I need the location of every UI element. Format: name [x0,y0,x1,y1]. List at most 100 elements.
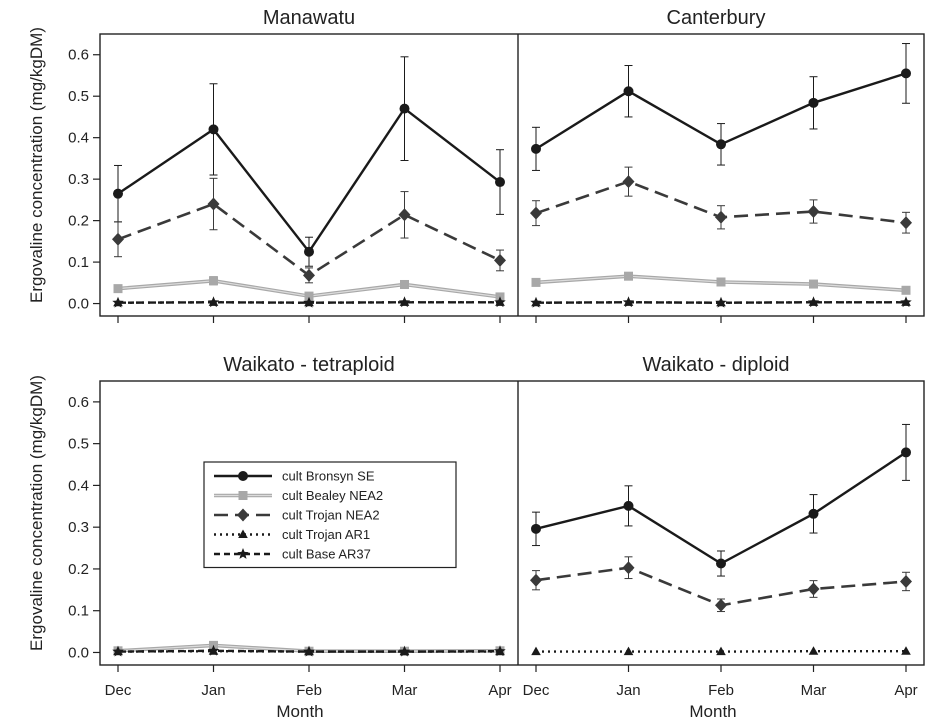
data-point [715,210,727,224]
data-point [531,646,541,656]
data-point [716,558,726,569]
y-tick-label: 0.1 [68,254,89,271]
data-point [209,276,218,286]
panel-title-canterbury: Canterbury [667,7,766,29]
legend-label: cult Bealey NEA2 [282,488,383,503]
series-waikato-tetraploid-cult-base-ar37 [112,644,506,657]
series-manawatu-cult-trojan-nea2 [112,177,506,284]
data-point [494,296,506,308]
x-tick-label: Jan [201,682,225,699]
data-point [530,206,542,220]
data-point [207,197,220,211]
data-point [624,271,633,281]
data-point [716,646,726,656]
data-point [304,291,314,301]
legend-entry-cult-trojan-nea2: cult Trojan NEA2 [214,508,380,523]
legend: cult Bronsyn SE cult Bealey NEA2 cult Troj… [203,461,457,569]
data-point [113,284,123,294]
data-point [901,68,911,79]
series-canterbury-cult-bealey-nea2 [531,271,911,295]
data-point [531,277,541,287]
y-tick-label: 0.1 [68,603,89,620]
data-point [112,645,124,657]
data-point [531,523,541,534]
data-point [808,97,819,108]
data-point [900,574,912,588]
y-tick-label: 0.4 [68,130,89,147]
y-tick-label: 0.0 [68,296,89,313]
series-waikato-diploid-cult-bronsyn-se [531,423,911,577]
data-point [494,645,506,657]
panel-title-waikato-diploid: Waikato - diploid [642,354,789,376]
data-point [623,646,634,656]
plot-frame-row-1 [99,33,925,317]
data-point [623,86,634,97]
x-axis-label-right: Month [689,702,736,721]
x-tick-label: Apr [488,682,511,699]
data-point [715,598,727,612]
series-line [535,451,907,565]
series-canterbury-cult-bronsyn-se [531,43,911,171]
data-point [807,296,820,308]
y-tick-label: 0.2 [68,213,89,230]
legend-entry-cult-trojan-ar1: cult Trojan AR1 [214,527,370,542]
data-point [112,296,124,308]
legend-label: cult Trojan NEA2 [282,508,380,523]
series-canterbury-cult-trojan-nea2 [530,166,912,234]
y-tick-label: 0.6 [68,394,89,411]
data-point [531,143,541,154]
data-point [900,216,912,230]
data-point [398,645,411,657]
y-tick-label: 0.3 [68,171,89,188]
legend-entry-cult-bronsyn-se: cult Bronsyn SE [214,469,375,484]
legend-label: cult Trojan AR1 [282,527,370,542]
data-point [398,296,411,308]
y-axis-label-bottom: Ergovaline concentration (mg/kgDM) [27,375,46,651]
x-tick-label: Mar [392,682,418,699]
y-axis-label-top: Ergovaline concentration (mg/kgDM) [27,27,46,303]
panel-title-waikato-tetraploid: Waikato - tetraploid [223,354,395,376]
x-tick-label: Dec [523,682,550,699]
x-tick-label: Apr [894,682,917,699]
legend-marker [238,529,248,538]
legend-entry-cult-bealey-nea2: cult Bealey NEA2 [214,488,383,503]
data-point [398,208,411,222]
plot-frame-row-2 [99,380,925,666]
legend-marker [237,548,249,559]
legend-label: cult Bronsyn SE [282,469,375,484]
data-point [807,582,820,596]
data-point [113,188,123,199]
y-tick-label: 0.5 [68,88,89,105]
data-point [901,447,911,458]
series-waikato-diploid-cult-trojan-nea2 [530,556,912,613]
axes: 0.0 0.1 0.2 0.3 0.4 0.5 0.6 0.0 0.1 0.2 0.3 0.4 0.5 0… [68,47,918,699]
data-point [303,645,315,657]
y-tick-label: 0.6 [68,47,89,64]
data-point [495,177,505,188]
legend-marker [237,508,249,522]
y-tick-label: 0.4 [68,477,89,494]
y-tick-label: 0.3 [68,519,89,536]
data-point [208,124,219,135]
data-point [303,268,315,282]
y-tick-label: 0.2 [68,561,89,578]
series-manawatu-cult-bronsyn-se [113,56,505,267]
x-tick-label: Feb [296,682,322,699]
data-point [809,279,818,289]
data-point [901,646,911,655]
data-point [207,644,220,656]
y-tick-label: 0.0 [68,644,89,661]
x-tick-label: Feb [708,682,734,699]
data-point [494,253,506,267]
data-point [715,296,727,308]
data-point [530,573,542,587]
legend-label: cult Base AR37 [282,547,371,562]
data-point [716,139,726,150]
data-point [623,500,634,511]
data-point [808,508,819,519]
series-line [117,106,501,254]
panel-frames [99,33,925,666]
data-point [901,285,911,295]
data-point [303,296,315,308]
